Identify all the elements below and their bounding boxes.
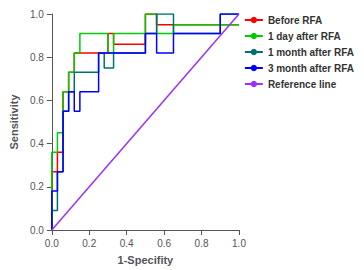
svg-text:Before RFA: Before RFA [268, 15, 322, 26]
svg-text:3 month after RFA: 3 month after RFA [268, 63, 354, 74]
svg-text:0.4: 0.4 [120, 238, 134, 249]
svg-text:1.0: 1.0 [232, 238, 246, 249]
svg-text:Sensitivity: Sensitivity [8, 94, 20, 150]
svg-text:1 month after RFA: 1 month after RFA [268, 47, 354, 58]
svg-text:Reference line: Reference line [268, 79, 337, 90]
svg-text:0.6: 0.6 [157, 238, 171, 249]
svg-text:0.2: 0.2 [82, 238, 96, 249]
svg-text:0.4: 0.4 [30, 138, 44, 149]
svg-text:1.0: 1.0 [30, 9, 44, 20]
svg-text:0.8: 0.8 [195, 238, 209, 249]
svg-text:1 day after RFA: 1 day after RFA [268, 31, 341, 42]
svg-text:0.6: 0.6 [30, 95, 44, 106]
svg-text:0.8: 0.8 [30, 52, 44, 63]
svg-text:0.2: 0.2 [30, 181, 44, 192]
svg-text:0.0: 0.0 [30, 225, 44, 236]
svg-text:1-Specifity: 1-Specifity [118, 254, 175, 266]
svg-text:0.0: 0.0 [45, 238, 59, 249]
